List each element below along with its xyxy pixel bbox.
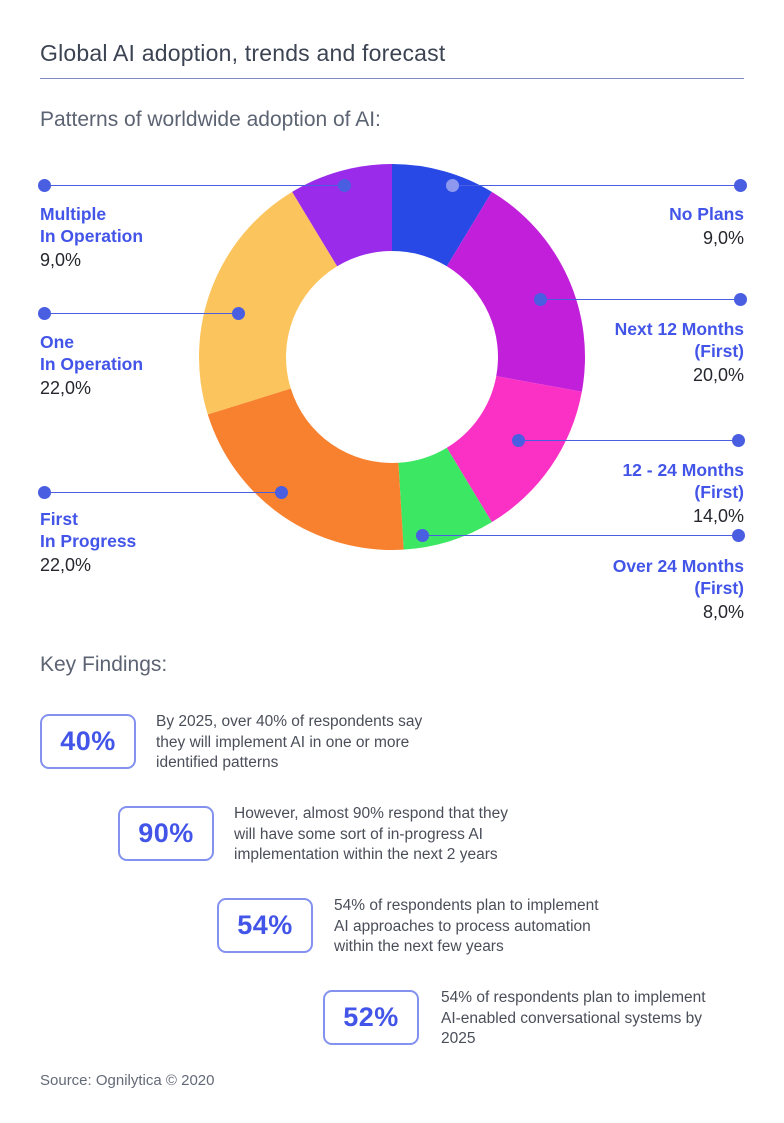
leader-line-first-in-progress [38,485,288,499]
callout-label: No Plans [669,204,744,224]
callout-one-in-operation: One In Operation 22,0% [40,331,143,399]
donut-segment-multiple-in-operation [292,164,392,267]
finding-text-54: 54% of respondents plan to implement AI … [334,897,599,955]
leader-line-no-plans [446,178,747,192]
callout-percent: 22,0% [40,378,92,398]
leader-dot [38,485,51,499]
callout-multiple-in-operation: Multiple In Operation 9,0% [40,203,143,271]
leader-dot [416,528,429,542]
leader-dot [732,528,745,542]
leader-dot [734,178,747,192]
patterns-section-heading: Patterns of worldwide adoption of AI: [40,108,381,131]
callout-no-plans: No Plans 9,0% [669,203,744,249]
leader-line-one-in-operation [38,306,245,320]
stat-box-54: 54% [217,898,313,953]
leader-dot [38,306,51,320]
source-credit: Source: Ognilytica © 2020 [40,1072,215,1089]
stat-box-90: 90% [118,806,214,861]
leader-dot [534,292,547,306]
leader-dot [232,306,245,320]
callout-percent: 22,0% [40,555,92,575]
finding-text-90: However, almost 90% respond that they wi… [234,805,508,863]
donut-chart [198,164,586,551]
callout-percent: 9,0% [40,250,82,270]
callout-percent: 8,0% [702,602,744,622]
leader-line-next-12-months [534,292,747,306]
leader-line-multiple-in-operation [38,178,351,192]
finding-text-40: By 2025, over 40% of respondents say the… [156,713,423,771]
donut-segment-no-plans [392,164,492,267]
leader-dot [734,292,747,306]
donut-segment-first-in-progress [207,388,404,551]
title-divider [40,78,744,79]
findings-section-heading: Key Findings: [40,653,168,676]
callout-next-12-months: Next 12 Months (First) 20,0% [615,318,744,386]
finding-text-52: 54% of respondents plan to implement AI-… [441,989,706,1047]
callout-label: Multiple In Operation [40,204,144,246]
leader-line-over-24-months [416,528,745,542]
stat-value: 40% [60,726,116,756]
stat-value: 52% [343,1002,399,1032]
leader-dot [732,433,745,447]
callout-percent: 9,0% [702,228,744,248]
leader-dot [38,178,51,192]
stat-value: 90% [138,818,194,848]
stat-value: 54% [237,910,293,940]
callout-first-in-progress: First In Progress 22,0% [40,508,136,576]
donut-segment-next-12-months-first- [446,191,586,392]
donut-segment-over-24-months-first- [398,447,492,550]
callout-label: One In Operation [40,332,144,374]
leader-dot [275,485,288,499]
leader-dot [512,433,525,447]
stat-box-40: 40% [40,714,136,769]
leader-dot [338,178,351,192]
callout-12-24-months: 12 - 24 Months (First) 14,0% [622,459,744,527]
callout-percent: 14,0% [692,506,744,526]
callout-label: 12 - 24 Months (First) [622,460,744,502]
callout-over-24-months: Over 24 Months (First) 8,0% [613,555,744,623]
stat-box-52: 52% [323,990,419,1045]
leader-line-12-24-months [512,433,745,447]
page-title: Global AI adoption, trends and forecast [40,40,446,66]
callout-label: First In Progress [40,509,137,551]
donut-segment-one-in-operation [198,191,338,415]
callout-label: Over 24 Months (First) [612,556,744,598]
callout-percent: 20,0% [692,365,744,385]
callout-label: Next 12 Months (First) [614,319,744,361]
leader-dot [446,178,459,192]
donut-segment-12-24-months-first- [446,376,582,523]
